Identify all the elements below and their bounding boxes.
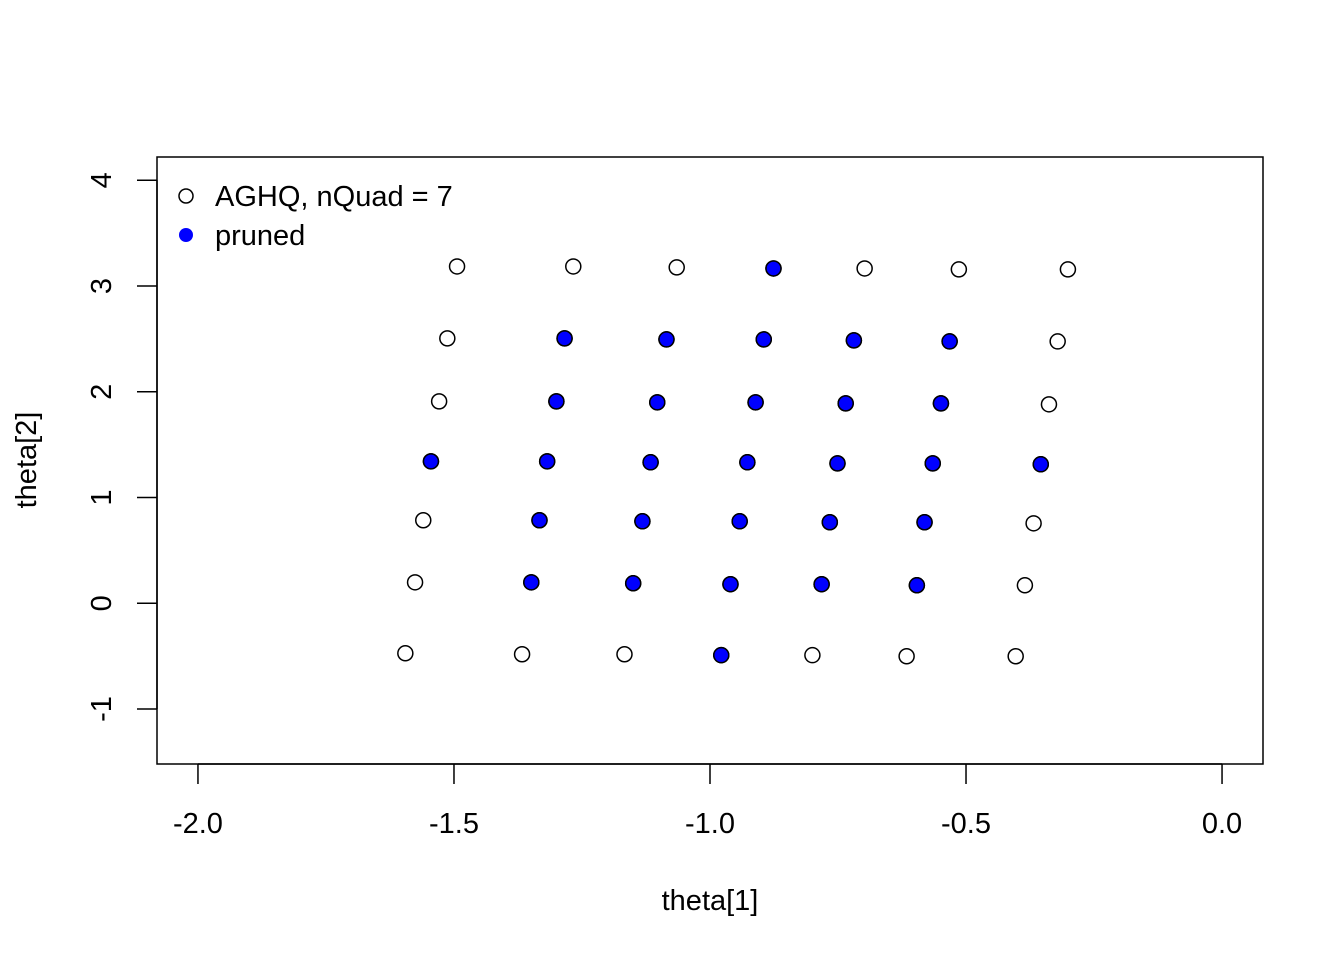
data-points bbox=[397, 258, 1077, 665]
pruned-point bbox=[548, 393, 565, 410]
aghq-point bbox=[430, 393, 448, 410]
aghq-point bbox=[513, 645, 531, 663]
pruned-point bbox=[642, 454, 659, 471]
pruned-point bbox=[722, 575, 739, 593]
aghq-point bbox=[397, 645, 414, 662]
pruned-point bbox=[932, 395, 950, 412]
pruned-point bbox=[634, 513, 651, 530]
aghq-point bbox=[448, 258, 466, 275]
y-tick-label: 4 bbox=[86, 172, 118, 188]
y-tick-label: 0 bbox=[86, 595, 118, 611]
y-tick-label: 2 bbox=[86, 384, 118, 400]
x-tick-label: 0.0 bbox=[1202, 808, 1242, 840]
aghq-point bbox=[1040, 396, 1058, 413]
aghq-point bbox=[1059, 261, 1077, 278]
pruned-point bbox=[713, 646, 730, 664]
legend-label-pruned: pruned bbox=[215, 220, 305, 252]
pruned-point bbox=[731, 513, 748, 530]
pruned-point bbox=[538, 453, 556, 470]
pruned-point bbox=[624, 575, 642, 592]
y-tick-label: -1 bbox=[86, 696, 118, 722]
legend: AGHQ, nQuad = 7 pruned bbox=[178, 181, 453, 252]
x-tick-label: -0.5 bbox=[941, 808, 991, 840]
aghq-point bbox=[1025, 515, 1042, 532]
x-axis: -2.0 -1.5 -1.0 -0.5 0.0 bbox=[173, 763, 1242, 840]
y-axis: -1 0 1 2 3 4 bbox=[86, 172, 158, 722]
pruned-point bbox=[821, 514, 839, 531]
pruned-point bbox=[658, 331, 675, 348]
x-tick-label: -1.5 bbox=[429, 808, 479, 840]
pruned-point bbox=[813, 575, 830, 593]
y-axis-title: theta[2] bbox=[11, 412, 43, 509]
aghq-point bbox=[898, 647, 915, 665]
pruned-point bbox=[755, 331, 773, 348]
aghq-point bbox=[1016, 577, 1034, 594]
pruned-point bbox=[1032, 456, 1050, 473]
y-tick-label: 3 bbox=[86, 278, 118, 294]
aghq-point bbox=[856, 260, 873, 277]
legend-label-aghq: AGHQ, nQuad = 7 bbox=[215, 181, 453, 213]
pruned-point bbox=[747, 394, 764, 411]
pruned-point bbox=[916, 514, 933, 531]
aghq-point bbox=[804, 646, 821, 664]
pruned-point bbox=[531, 511, 548, 529]
pruned-point bbox=[837, 395, 854, 412]
pruned-point bbox=[765, 260, 782, 277]
aghq-point bbox=[406, 574, 424, 591]
pruned-point bbox=[523, 574, 540, 591]
aghq-point bbox=[616, 645, 633, 663]
pruned-point bbox=[422, 453, 440, 470]
x-axis-title: theta[1] bbox=[662, 885, 759, 917]
pruned-point bbox=[845, 332, 863, 349]
pruned-point bbox=[908, 577, 926, 594]
pruned-point bbox=[649, 394, 666, 411]
pruned-point bbox=[829, 455, 846, 472]
pruned-point bbox=[924, 455, 941, 472]
x-tick-label: -2.0 bbox=[173, 808, 223, 840]
aghq-point bbox=[1007, 647, 1024, 665]
legend-open-circle-marker bbox=[178, 188, 194, 204]
y-tick-label: 1 bbox=[86, 489, 118, 505]
aghq-point bbox=[439, 330, 456, 347]
aghq-point bbox=[565, 258, 582, 275]
aghq-point bbox=[415, 511, 432, 529]
pruned-point bbox=[739, 454, 756, 471]
pruned-point bbox=[941, 333, 958, 350]
aghq-point bbox=[668, 259, 685, 276]
plot-frame bbox=[156, 156, 1264, 765]
legend-filled-circle-marker bbox=[179, 228, 193, 242]
aghq-point bbox=[1049, 333, 1066, 350]
x-tick-label: -1.0 bbox=[685, 808, 735, 840]
aghq-point bbox=[950, 261, 968, 278]
pruned-point bbox=[556, 330, 573, 347]
